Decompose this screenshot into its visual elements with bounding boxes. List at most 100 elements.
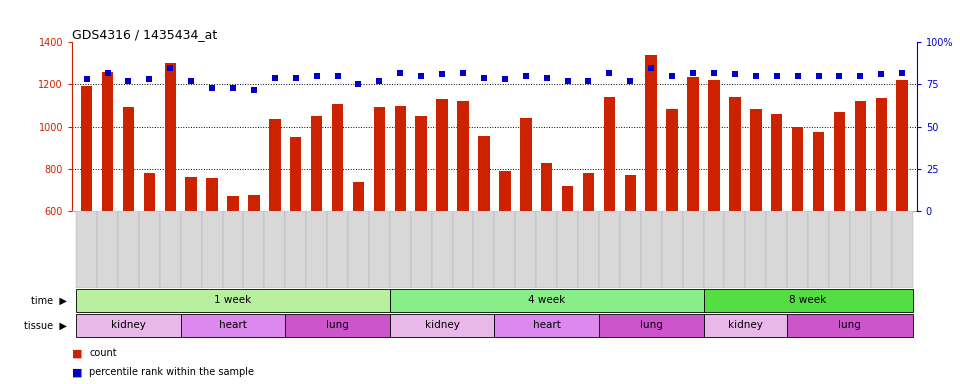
Point [476, 74, 492, 81]
Point [455, 70, 470, 76]
Bar [494, 211, 516, 288]
Bar [704, 211, 725, 288]
Point [414, 73, 429, 79]
Bar [180, 211, 202, 288]
Text: 8 week: 8 week [789, 295, 827, 306]
Text: lung: lung [838, 320, 861, 331]
Point [602, 70, 617, 76]
Point [435, 71, 450, 78]
Bar [285, 211, 306, 288]
Bar [390, 314, 494, 337]
Bar [499, 171, 511, 211]
Bar [876, 98, 887, 211]
Bar [599, 314, 704, 337]
Bar [583, 173, 594, 211]
Text: 1 week: 1 week [214, 295, 252, 306]
Bar [892, 211, 913, 288]
Bar [369, 211, 390, 288]
Bar [306, 211, 327, 288]
Text: kidney: kidney [111, 320, 146, 331]
Point [664, 73, 680, 79]
Bar [139, 211, 159, 288]
Point [183, 78, 199, 84]
Bar [557, 211, 578, 288]
Bar [348, 211, 369, 288]
Bar [704, 314, 787, 337]
Bar [833, 112, 845, 211]
Bar [264, 211, 285, 288]
Bar [390, 211, 411, 288]
Bar [452, 211, 473, 288]
Bar [395, 106, 406, 211]
Bar [249, 195, 259, 211]
Bar [102, 72, 113, 211]
Bar [771, 114, 782, 211]
Bar [411, 211, 432, 288]
Text: count: count [89, 348, 117, 358]
Bar [871, 211, 892, 288]
Point [309, 73, 324, 79]
Bar [808, 211, 829, 288]
Bar [352, 182, 364, 211]
Bar [730, 97, 740, 211]
Bar [478, 136, 490, 211]
Bar [813, 132, 825, 211]
Bar [687, 77, 699, 211]
Point [895, 70, 910, 76]
Bar [745, 211, 766, 288]
Bar [750, 109, 761, 211]
Point [142, 76, 157, 83]
Point [267, 74, 282, 81]
Point [685, 70, 701, 76]
Bar [708, 80, 720, 211]
Bar [144, 173, 156, 211]
Point [330, 73, 346, 79]
Point [874, 71, 889, 78]
Point [226, 85, 241, 91]
Text: kidney: kidney [728, 320, 763, 331]
Bar [666, 109, 678, 211]
Bar [373, 107, 385, 211]
Point [350, 81, 366, 88]
Bar [494, 314, 599, 337]
Text: ■: ■ [72, 367, 83, 377]
Bar [787, 211, 808, 288]
Point [288, 74, 303, 81]
Bar [562, 186, 573, 211]
Bar [792, 127, 804, 211]
Point [539, 74, 554, 81]
Text: lung: lung [639, 320, 662, 331]
Bar [645, 55, 657, 211]
Bar [180, 314, 285, 337]
Point [121, 78, 136, 84]
Point [204, 85, 220, 91]
Bar [604, 97, 615, 211]
Bar [76, 289, 390, 312]
Bar [473, 211, 494, 288]
Bar [437, 99, 448, 211]
Point [790, 73, 805, 79]
Bar [81, 86, 92, 211]
Bar [854, 101, 866, 211]
Bar [432, 211, 452, 288]
Bar [244, 211, 264, 288]
Bar [228, 196, 239, 211]
Point [643, 65, 659, 71]
Bar [516, 211, 537, 288]
Bar [76, 211, 97, 288]
Point [727, 71, 742, 78]
Bar [704, 289, 913, 312]
Point [748, 73, 763, 79]
Bar [185, 177, 197, 211]
Text: time  ▶: time ▶ [32, 295, 67, 306]
Bar [202, 211, 223, 288]
Bar [332, 104, 344, 211]
Bar [766, 211, 787, 288]
Bar [661, 211, 683, 288]
Bar [640, 211, 661, 288]
Bar [285, 314, 390, 337]
Bar [223, 211, 244, 288]
Bar [850, 211, 871, 288]
Point [247, 86, 262, 93]
Point [623, 78, 638, 84]
